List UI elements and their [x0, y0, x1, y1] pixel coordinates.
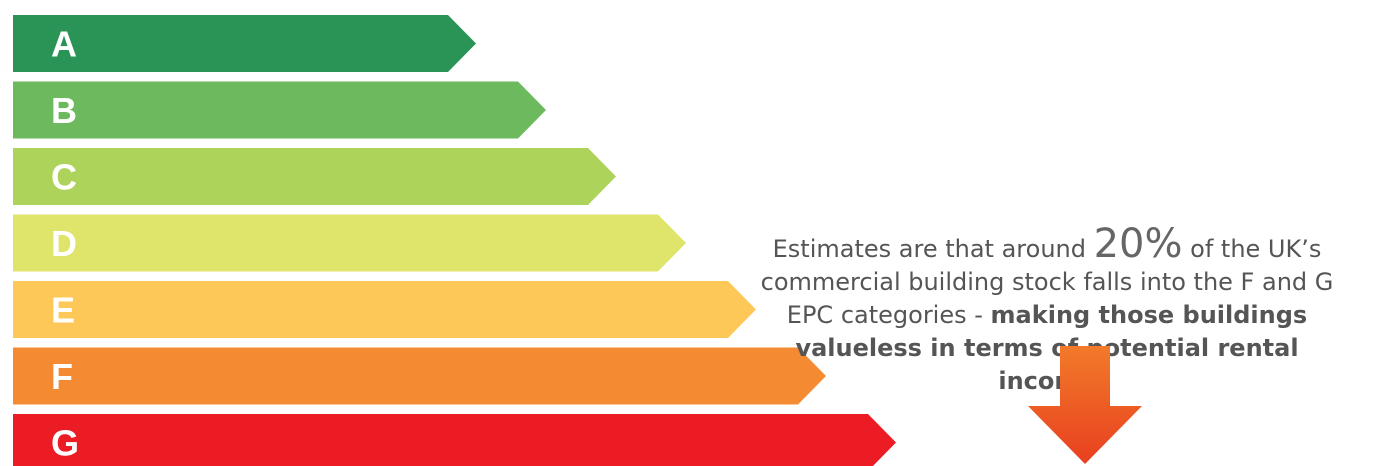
callout-emphasis: making those buildings valueless in term… [795, 301, 1308, 395]
callout-percentage: 20% [1093, 221, 1183, 267]
epc-band-f: F [13, 347, 826, 405]
epc-band-shape [13, 81, 546, 139]
epc-band-d: D [13, 214, 686, 272]
epc-band-shape [13, 148, 616, 205]
down-arrow-icon [1028, 346, 1142, 464]
epc-band-letter: A [51, 24, 77, 65]
epc-band-letter: B [51, 90, 77, 131]
callout-intro: Estimates are that around [772, 235, 1094, 263]
epc-band-b: B [13, 81, 546, 139]
epc-band-letter: F [51, 356, 73, 397]
callout-middle: of the UK’s commercial building stock fa… [760, 235, 1334, 329]
epc-band-shape [13, 214, 686, 272]
epc-band-letter: C [51, 157, 77, 198]
epc-band-letter: D [51, 223, 77, 264]
epc-callout-text: Estimates are that around 20% of the UK’… [744, 224, 1350, 398]
epc-band-e: E [13, 281, 756, 338]
epc-band-letter: G [51, 423, 79, 464]
epc-band-shape [13, 281, 756, 338]
epc-band-shape [13, 347, 826, 405]
epc-band-shape [13, 414, 896, 466]
epc-band-g: G [13, 414, 896, 466]
epc-band-c: C [13, 148, 616, 205]
epc-band-letter: E [51, 290, 75, 331]
epc-band-shape [13, 15, 476, 72]
epc-band-a: A [13, 15, 476, 72]
